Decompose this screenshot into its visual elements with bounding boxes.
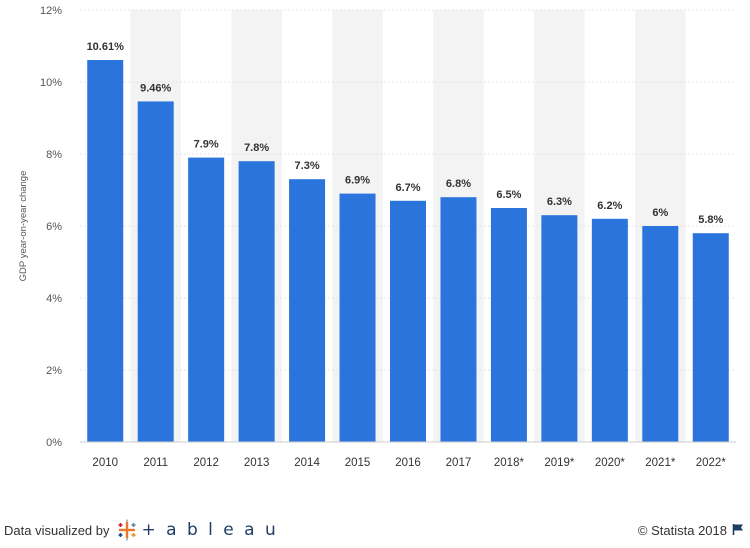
bar [390, 200, 426, 442]
x-tick-label: 2014 [294, 457, 320, 469]
bar [289, 179, 326, 442]
footer-credit: Data visualized by + a b l e a u [4, 518, 278, 542]
x-tick-label: 2017 [446, 457, 472, 469]
bar-chart: 0% 2% 4% 6% 8% 10% 12% 10.61% 9.46% 7.9% 7.8% 7.3%… [18, 5, 736, 469]
x-tick-label: 2011 [143, 457, 168, 469]
x-tick-label: 2021* [645, 457, 676, 469]
bar [642, 226, 679, 442]
data-label: 10.61% [87, 41, 125, 53]
y-tick-label: 6% [46, 221, 62, 233]
x-tick-label: 2015 [345, 457, 371, 469]
x-tick-label: 2016 [395, 457, 421, 469]
bar [87, 60, 124, 442]
data-label: 6.9% [345, 175, 370, 187]
bar [188, 157, 225, 442]
bar [490, 208, 527, 442]
data-label: 9.46% [140, 82, 171, 94]
data-label: 6.5% [496, 189, 521, 201]
data-label: 6.3% [547, 196, 572, 208]
x-axis-ticks: 2010 2011 2012 2013 2014 2015 2016 2017 2018* 201… [92, 457, 726, 469]
bar [137, 101, 174, 442]
y-tick-label: 12% [40, 5, 62, 17]
y-tick-label: 8% [46, 149, 62, 161]
x-tick-label: 2019* [544, 457, 575, 469]
bar [591, 218, 628, 442]
data-labels: 10.61% 9.46% 7.9% 7.8% 7.3% 6.9% 6.7% 6.8% 6.5% 6… [87, 41, 724, 226]
data-label: 6% [652, 207, 668, 219]
data-label: 5.8% [698, 214, 723, 226]
x-tick-label: 2012 [193, 457, 219, 469]
data-label: 7.8% [244, 142, 269, 154]
bar [339, 193, 376, 442]
data-label: 6.2% [597, 200, 622, 212]
data-label: 6.8% [446, 178, 471, 190]
x-tick-label: 2020* [595, 457, 626, 469]
x-tick-label: 2013 [244, 457, 270, 469]
x-tick-label: 2018* [494, 457, 525, 469]
bars [87, 60, 729, 442]
bar [692, 233, 729, 442]
visualized-by-text: Data visualized by [4, 522, 110, 538]
data-label: 6.7% [395, 182, 420, 194]
footer-copyright: © Statista 2018 [638, 518, 744, 542]
bar [440, 197, 477, 442]
flag-icon[interactable] [732, 523, 744, 538]
data-label: 7.3% [295, 160, 320, 172]
tableau-wordmark: + a b l e a u [141, 520, 279, 540]
y-tick-label: 4% [46, 293, 62, 305]
tableau-cross-icon [118, 519, 135, 541]
y-tick-label: 0% [46, 437, 62, 449]
x-tick-label: 2022* [696, 457, 727, 469]
y-tick-label: 2% [46, 365, 62, 377]
tableau-logo[interactable]: + a b l e a u [116, 519, 279, 541]
copyright-text: © Statista 2018 [637, 522, 727, 538]
x-tick-label: 2010 [92, 457, 118, 469]
y-axis-title: GDP year-on-year change [18, 171, 29, 282]
bar [541, 215, 578, 442]
bar [238, 161, 275, 442]
y-axis-ticks: 0% 2% 4% 6% 8% 10% 12% [40, 5, 62, 449]
data-label: 7.9% [194, 139, 219, 151]
y-tick-label: 10% [40, 77, 62, 89]
